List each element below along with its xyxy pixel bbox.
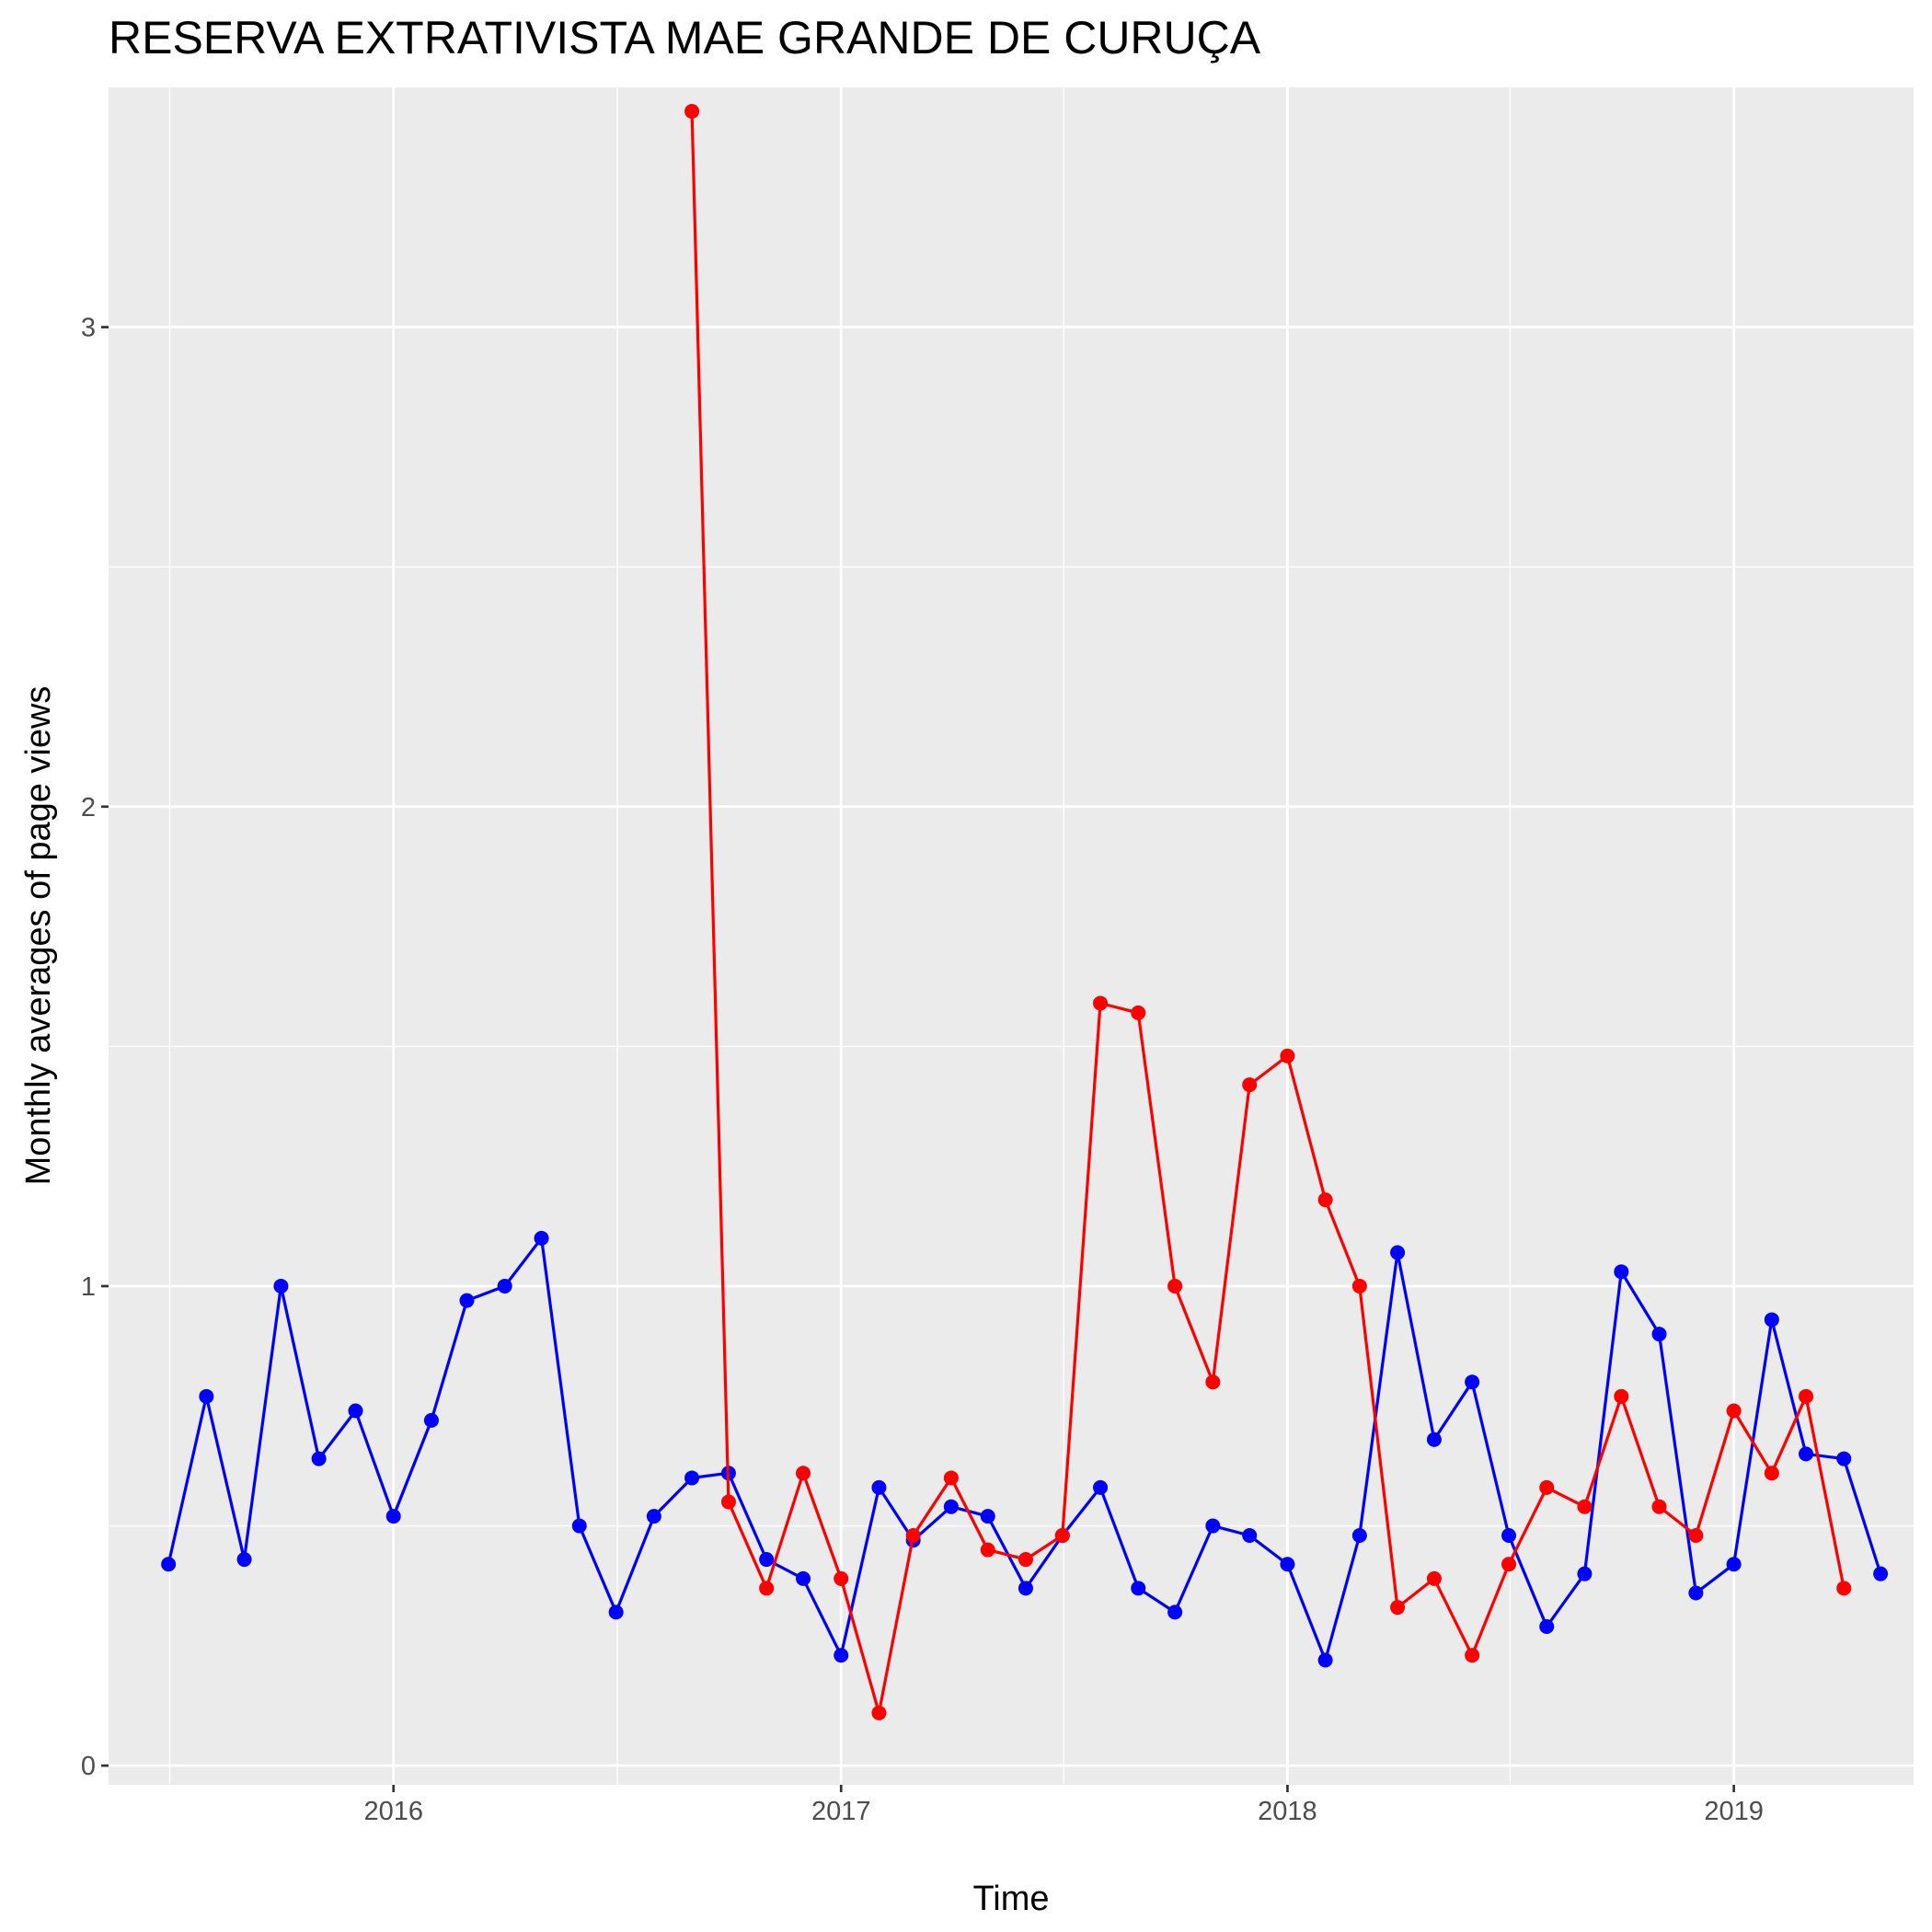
y-tick-label: 1 xyxy=(81,1272,96,1302)
data-point xyxy=(534,1230,549,1246)
data-point xyxy=(943,1470,959,1486)
data-point xyxy=(1351,1527,1367,1543)
data-point xyxy=(236,1552,252,1568)
data-point xyxy=(871,1479,887,1495)
x-tick-label: 2017 xyxy=(811,1797,871,1826)
data-point xyxy=(1018,1552,1033,1568)
x-tick-label: 2016 xyxy=(363,1797,423,1826)
data-point xyxy=(1836,1451,1852,1466)
chart-title: RESERVA EXTRATIVISTA MAE GRANDE DE CURUÇ… xyxy=(109,12,1261,63)
data-point xyxy=(1577,1499,1593,1514)
data-point xyxy=(423,1412,439,1428)
data-point xyxy=(1688,1527,1704,1543)
data-point xyxy=(1426,1432,1442,1447)
data-point xyxy=(385,1509,401,1524)
data-point xyxy=(646,1509,661,1524)
data-point xyxy=(1167,1278,1183,1294)
data-point xyxy=(459,1293,475,1308)
data-point xyxy=(1799,1388,1814,1404)
y-axis-title: Monthly averages of page views xyxy=(19,686,58,1186)
data-point xyxy=(796,1570,811,1586)
data-point xyxy=(1280,1557,1295,1572)
data-point xyxy=(1465,1374,1480,1390)
data-point xyxy=(1651,1327,1667,1342)
data-point xyxy=(1426,1570,1442,1586)
data-point xyxy=(1539,1619,1555,1635)
data-point xyxy=(1799,1446,1814,1462)
y-tick-label: 2 xyxy=(81,793,96,822)
data-point xyxy=(1651,1499,1667,1514)
series-layer xyxy=(161,104,1889,1720)
data-point xyxy=(834,1648,849,1663)
data-point xyxy=(1018,1581,1033,1596)
data-point xyxy=(1539,1479,1555,1495)
data-point xyxy=(1501,1557,1517,1572)
data-point xyxy=(1614,1264,1629,1280)
data-point xyxy=(980,1542,995,1558)
data-point xyxy=(1764,1312,1779,1328)
data-point xyxy=(1351,1278,1367,1294)
data-point xyxy=(1242,1527,1258,1543)
data-point xyxy=(1577,1566,1593,1581)
data-point xyxy=(608,1604,624,1620)
data-point xyxy=(1317,1192,1333,1208)
data-point xyxy=(1726,1403,1742,1419)
data-point xyxy=(905,1527,921,1543)
data-point xyxy=(759,1581,775,1596)
data-point xyxy=(1726,1557,1742,1572)
x-axis-title: Time xyxy=(972,1880,1049,1918)
y-tick-label: 0 xyxy=(81,1752,96,1781)
x-tick-label: 2019 xyxy=(1704,1797,1764,1826)
y-axis: 0 1 2 3 xyxy=(81,314,109,1781)
plot-panel xyxy=(109,87,1914,1785)
x-axis: 2016 2017 2018 2019 xyxy=(363,1785,1764,1826)
data-point xyxy=(1317,1652,1333,1668)
data-point xyxy=(759,1552,775,1568)
data-point xyxy=(311,1451,327,1466)
grid-major xyxy=(109,87,1914,1785)
data-point xyxy=(348,1403,363,1419)
data-point xyxy=(943,1499,959,1514)
data-point xyxy=(1390,1245,1406,1260)
data-point xyxy=(1764,1466,1779,1481)
data-point xyxy=(684,104,700,120)
data-point xyxy=(1242,1077,1258,1093)
data-point xyxy=(1280,1048,1295,1064)
data-point xyxy=(1205,1374,1221,1390)
data-point xyxy=(1093,1479,1109,1495)
data-point xyxy=(1501,1527,1517,1543)
data-point xyxy=(199,1388,214,1404)
data-point xyxy=(1131,1005,1146,1020)
data-point xyxy=(1054,1527,1070,1543)
data-point xyxy=(1167,1604,1183,1620)
data-point xyxy=(161,1557,177,1572)
series-line-2 xyxy=(690,111,1846,1715)
data-point xyxy=(980,1509,995,1524)
data-point xyxy=(1390,1600,1406,1616)
data-point xyxy=(1614,1388,1629,1404)
data-point xyxy=(871,1705,887,1720)
data-point xyxy=(834,1570,849,1586)
data-point xyxy=(720,1494,736,1510)
data-point xyxy=(497,1278,512,1294)
data-point xyxy=(1205,1518,1221,1534)
data-point xyxy=(571,1518,587,1534)
data-point xyxy=(684,1470,700,1486)
data-point xyxy=(1131,1581,1146,1596)
data-point xyxy=(1873,1566,1889,1581)
data-point xyxy=(1093,995,1109,1011)
data-point xyxy=(1465,1648,1480,1663)
x-tick-label: 2018 xyxy=(1258,1797,1317,1826)
data-point xyxy=(1836,1581,1852,1596)
data-point xyxy=(1688,1585,1704,1601)
data-point xyxy=(796,1466,811,1481)
y-tick-label: 3 xyxy=(81,314,96,343)
data-point xyxy=(273,1278,289,1294)
